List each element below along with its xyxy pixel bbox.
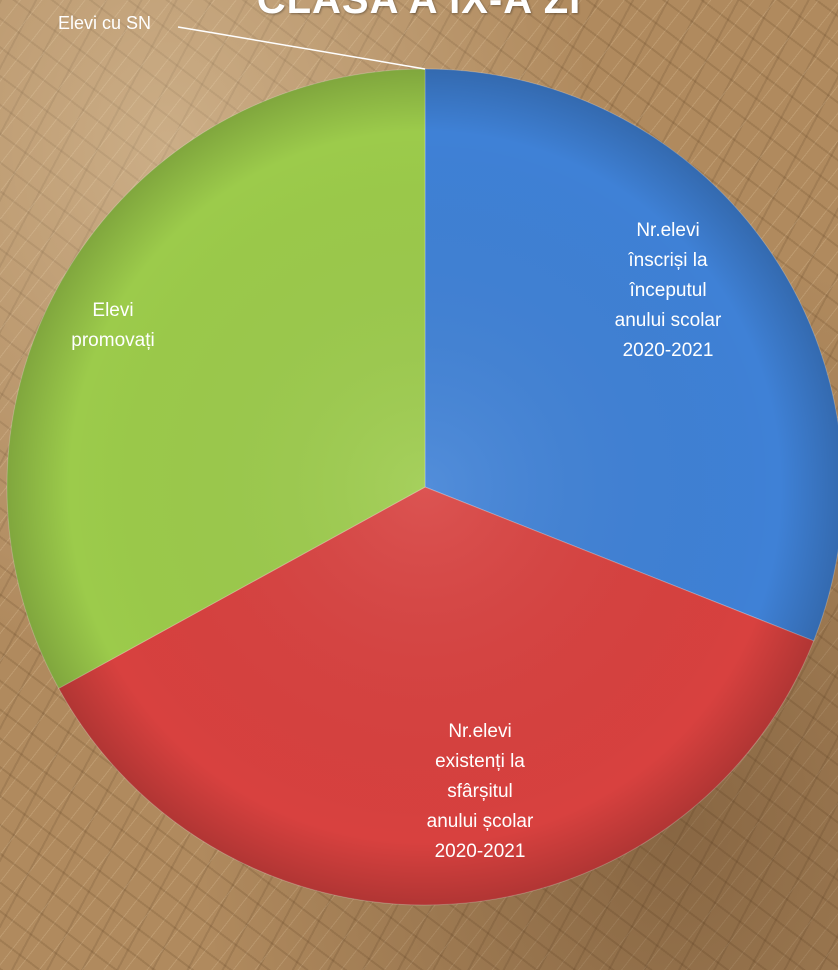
slice-label: Elevi cu SN (58, 13, 151, 33)
slice-label: Elevi promovați (71, 300, 154, 351)
callout-leader-line (177, 26, 426, 70)
slice-label: Nr.elevi înscriși la începutul anului scola… (615, 220, 722, 361)
slice-label: Nr.elevi existenți la sfârșitul anului școl… (427, 721, 534, 862)
chart-title: CLASA A IX-A ZI (256, 0, 582, 22)
